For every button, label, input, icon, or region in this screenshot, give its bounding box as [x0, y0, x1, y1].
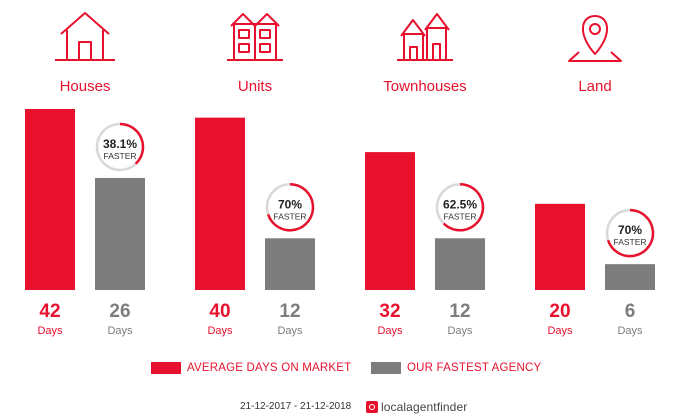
faster-percent: 70% [618, 223, 642, 237]
legend-item-agency: OUR FASTEST AGENCY [371, 362, 541, 374]
unit-market: Days [207, 325, 233, 337]
house-roof [60, 12, 110, 35]
legend-label-market: AVERAGE DAYS ON MARKET [187, 362, 352, 374]
category-group: Land 20 6 Days Days 70%FASTER [535, 15, 655, 337]
units-window [238, 29, 250, 39]
unit-agency: Days [447, 325, 473, 337]
category-group: Units 40 12 Days Days 70%FASTER [195, 13, 315, 337]
units-window [259, 43, 271, 53]
legend-swatch-market [151, 362, 181, 374]
category-label: Land [578, 78, 611, 95]
faster-ring-progress [266, 183, 315, 232]
townhouses-icon [397, 13, 453, 61]
faster-badge: 70%FASTER [265, 183, 315, 232]
bar-market [25, 109, 75, 290]
house-walls [66, 30, 104, 61]
brand-logo-text: localagentfinder [381, 400, 468, 414]
brand-logo: localagentfinder [366, 400, 467, 414]
unit-agency: Days [277, 325, 303, 337]
bar-market [195, 117, 245, 290]
units-window [259, 29, 271, 39]
faster-badge: 62.5%FASTER [435, 183, 485, 232]
date-range: 21-12-2017 - 21-12-2018 [240, 401, 352, 412]
faster-label: FASTER [613, 237, 646, 247]
unit-agency: Days [617, 325, 643, 337]
value-market: 40 [209, 301, 230, 322]
townhouse-roof-right [424, 13, 450, 31]
pin-ground [568, 51, 622, 62]
townhouse-door [432, 43, 441, 61]
faster-percent: 62.5% [443, 197, 477, 211]
faster-label: FASTER [443, 211, 476, 221]
house-icon [55, 12, 115, 61]
unit-market: Days [547, 325, 573, 337]
faster-label: FASTER [103, 151, 136, 161]
faster-ring-progress [442, 183, 485, 232]
unit-market: Days [377, 325, 403, 337]
brand-logo-icon [366, 401, 378, 413]
legend-swatch-agency [371, 362, 401, 374]
value-market: 20 [549, 301, 570, 322]
category-label: Townhouses [383, 78, 466, 95]
unit-market: Days [37, 325, 63, 337]
faster-percent: 38.1% [103, 137, 137, 151]
legend: AVERAGE DAYS ON MARKET OUR FASTEST AGENC… [0, 362, 700, 380]
bar-agency [95, 177, 145, 290]
bar-agency [605, 264, 655, 290]
category-group: Houses 42 26 Days Days 38.1%FASTER [25, 12, 145, 337]
faster-percent: 70% [278, 197, 302, 211]
legend-item-market: AVERAGE DAYS ON MARKET [151, 362, 351, 374]
value-market: 32 [379, 301, 400, 322]
value-agency: 26 [109, 301, 130, 322]
legend-label-agency: OUR FASTEST AGENCY [407, 362, 542, 374]
value-agency: 6 [625, 301, 636, 322]
footer: 21-12-2017 - 21-12-2018 localagentfinder [0, 400, 700, 416]
category-label: Units [238, 78, 272, 95]
value-agency: 12 [279, 301, 300, 322]
bar-market [365, 152, 415, 290]
land-pin-icon [568, 15, 622, 62]
units-window [238, 43, 250, 53]
faster-badge: 38.1%FASTER [95, 122, 145, 172]
pin-outline [582, 15, 608, 55]
category-group: Townhouses 32 12 Days Days 62.5%FASTER [365, 13, 485, 337]
faster-badge: 70%FASTER [605, 208, 655, 258]
faster-ring-progress [119, 122, 145, 165]
townhouse-door [409, 46, 418, 61]
house-door [78, 41, 92, 61]
value-agency: 12 [449, 301, 470, 322]
faster-ring-progress [606, 208, 655, 258]
townhouse-roof-left [400, 19, 426, 37]
category-label: Houses [60, 78, 111, 95]
bar-agency [435, 238, 485, 290]
unit-agency: Days [107, 325, 133, 337]
pin-dot [589, 23, 601, 35]
units-icon [227, 13, 283, 61]
value-market: 42 [39, 301, 60, 322]
bar-market [535, 203, 585, 290]
bar-agency [265, 238, 315, 290]
faster-label: FASTER [273, 211, 306, 221]
